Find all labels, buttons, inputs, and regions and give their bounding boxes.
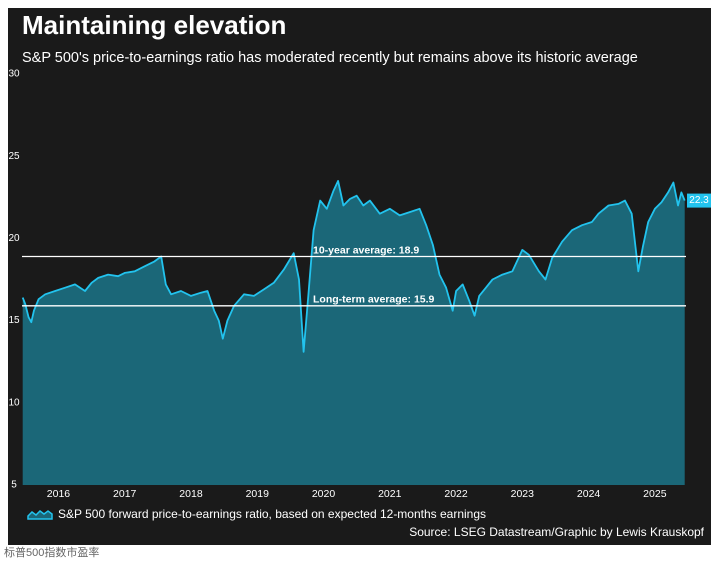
x-tick-label: 2016 [47, 488, 71, 500]
y-tick-label: 30 [8, 69, 20, 80]
reference-label: 10-year average: 18.9 [313, 244, 419, 256]
x-tick-label: 2025 [643, 488, 667, 500]
y-tick-label: 10 [8, 397, 20, 408]
x-tick-label: 2019 [246, 488, 270, 500]
chart-title: Maintaining elevation [22, 10, 286, 40]
caption: 标普500指数市盈率 [4, 545, 99, 559]
y-tick-label: 5 [11, 480, 17, 491]
value-label: 22.3 [689, 195, 709, 206]
x-tick-label: 2023 [511, 488, 535, 500]
x-tick-label: 2017 [113, 488, 137, 500]
x-tick-label: 2021 [378, 488, 402, 500]
line [21, 180, 686, 353]
x-tick-label: 2018 [179, 488, 203, 500]
x-tick-label: 2020 [312, 488, 336, 500]
y-tick-label: 20 [8, 233, 20, 244]
chart-subtitle: S&P 500's price-to-earnings ratio has mo… [22, 50, 638, 66]
x-tick-label: 2024 [577, 488, 601, 500]
legend-icon [27, 510, 53, 520]
legend-label: S&P 500 forward price-to-earnings ratio,… [58, 507, 486, 521]
source: Source: LSEG Datastream/Graphic by Lewis… [409, 525, 704, 539]
x-tick-label: 2022 [444, 488, 468, 500]
y-tick-label: 15 [8, 315, 20, 326]
value-label-box [687, 193, 711, 208]
reference-label: Long-term average: 15.9 [313, 294, 435, 306]
y-tick-label: 25 [8, 151, 20, 162]
